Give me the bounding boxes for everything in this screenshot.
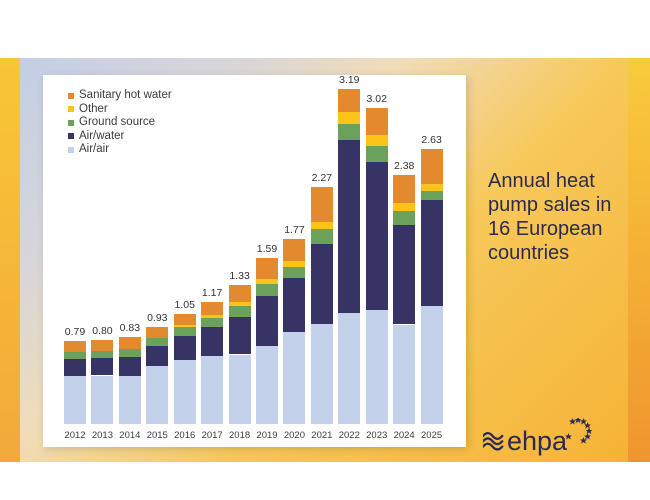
svg-text:ehpa: ehpa bbox=[507, 426, 568, 456]
